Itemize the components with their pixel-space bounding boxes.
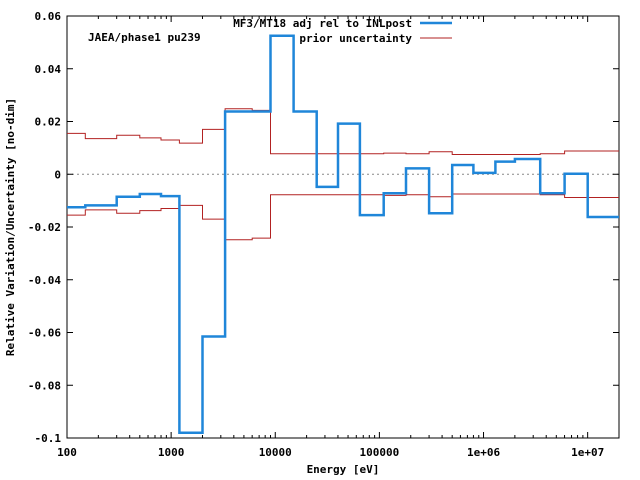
y-tick-label: 0.02 — [35, 116, 62, 129]
y-axis-label: Relative Variation/Uncertainty [no-dim] — [4, 98, 17, 356]
y-tick-label: 0.04 — [35, 63, 62, 76]
y-tick-label: 0.06 — [35, 10, 62, 23]
y-tick-label: -0.08 — [28, 379, 61, 392]
legend: MF3/MT18 adj rel to INLpost prior uncert… — [233, 17, 452, 45]
annotation-label: JAEA/phase1 pu239 — [88, 31, 201, 44]
prior-uncertainty-lower — [67, 193, 619, 241]
y-tick-label: -0.06 — [28, 327, 61, 340]
adjustment-series — [67, 34, 619, 434]
legend-label-adjustment: MF3/MT18 adj rel to INLpost — [233, 17, 412, 30]
x-axis-label: Energy [eV] — [307, 463, 380, 476]
x-tick-label: 100 — [57, 446, 77, 459]
x-tick-label: 1e+06 — [467, 446, 500, 459]
x-tick-label: 1e+07 — [571, 446, 604, 459]
y-axis-ticks: -0.1 -0.08 -0.06 -0.04 -0.02 0 0.02 0.04 0.06 — [28, 10, 619, 445]
x-tick-label: 100000 — [360, 446, 400, 459]
y-tick-label: 0 — [54, 168, 61, 181]
y-tick-label: -0.1 — [35, 432, 62, 445]
y-tick-label: -0.02 — [28, 221, 61, 234]
x-tick-label: 1000 — [158, 446, 185, 459]
plot-frame — [66, 15, 620, 439]
series-layer — [67, 34, 619, 434]
y-tick-label: -0.04 — [28, 274, 61, 287]
prior-uncertainty-upper — [67, 108, 619, 155]
legend-label-prior: prior uncertainty — [299, 32, 412, 45]
x-tick-label: 10000 — [259, 446, 292, 459]
x-axis-ticks: 100 1000 10000 100000 1e+06 1e+07 — [57, 16, 620, 459]
